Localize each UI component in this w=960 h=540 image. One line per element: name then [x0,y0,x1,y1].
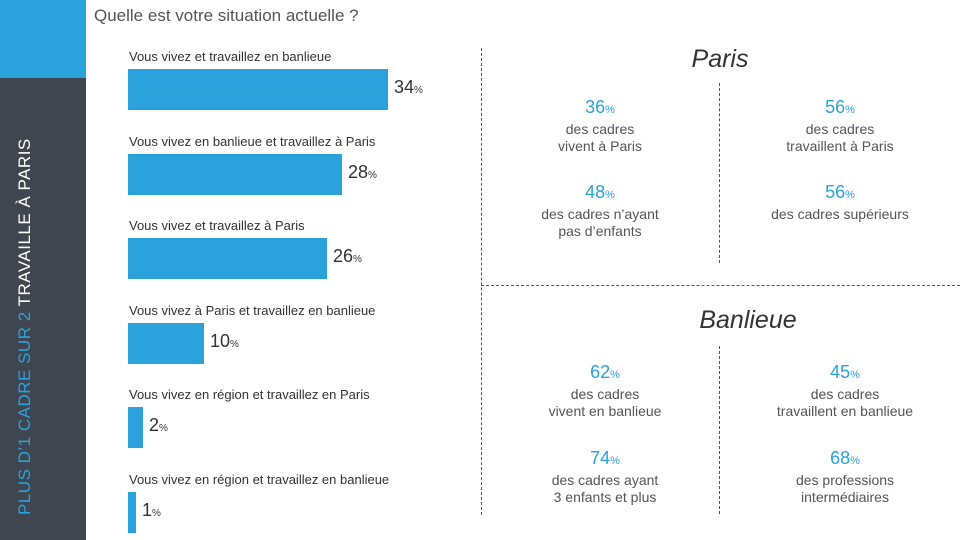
stat-value: 48% [510,181,690,206]
bar-value-label: 1% [142,500,161,520]
stat-number: 74 [590,448,611,468]
bar-label: Vous vivez à Paris et travaillez en banl… [129,303,376,318]
bar-value-label: 2% [149,415,168,435]
stat-text: des professions intermédiaires [795,472,895,505]
bar [128,492,136,533]
banlieue-column-divider [719,346,720,514]
stat-banlieue-4: 68% des professions intermédiaires [755,447,935,506]
stat-banlieue-3: 74% des cadres ayant 3 enfants et plus [520,447,690,506]
bar [128,323,204,364]
sidebar-accent-block [0,0,86,78]
stat-unit: % [610,455,620,467]
bar-value-label: 34% [394,77,423,97]
chart-divider [481,48,482,515]
stat-unit: % [605,189,615,201]
stat-unit: % [850,369,860,381]
stat-value: 62% [520,361,690,386]
stat-value: 36% [520,96,680,121]
stat-value: 45% [750,361,940,386]
sidebar-headline-text: TRAVAILLE À PARIS [15,138,34,307]
stat-text: des cadres travaillent en banlieue [776,386,914,419]
stat-value: 74% [520,447,690,472]
bar-label: Vous vivez et travaillez en banlieue [129,49,332,64]
paris-column-divider [719,83,720,263]
bar [128,238,327,279]
bar-label: Vous vivez et travaillez à Paris [129,218,305,233]
bar-value-label: 10% [210,331,239,351]
bar [128,154,342,195]
stat-paris-2: 56% des cadres travaillent à Paris [750,96,930,155]
panel-title-banlieue: Banlieue [699,306,797,334]
stat-text: des cadres vivent à Paris [557,121,643,154]
stat-number: 56 [825,182,846,202]
stat-number: 36 [585,97,606,117]
stat-paris-1: 36% des cadres vivent à Paris [520,96,680,155]
survey-question: Quelle est votre situation actuelle ? [94,6,359,25]
bar-value-label: 28% [348,162,377,182]
stat-text: des cadres supérieurs [771,206,909,222]
stat-text: des cadres n’ayant pas d’enfants [541,206,659,239]
stat-value: 56% [750,96,930,121]
stat-number: 48 [585,182,606,202]
stat-unit: % [610,369,620,381]
stat-banlieue-2: 45% des cadres travaillent en banlieue [750,361,940,420]
bar [128,407,143,448]
stat-number: 56 [825,97,846,117]
stat-unit: % [850,455,860,467]
bar-label: Vous vivez en banlieue et travaillez à P… [129,134,376,149]
stat-paris-3: 48% des cadres n’ayant pas d’enfants [510,181,690,240]
stat-number: 62 [590,362,611,382]
sidebar [0,78,86,540]
stat-unit: % [605,104,615,116]
sidebar-headline: PLUS D’1 CADRE SUR 2 TRAVAILLE À PARIS [14,95,35,515]
stat-banlieue-1: 62% des cadres vivent en banlieue [520,361,690,420]
stat-text: des cadres ayant 3 enfants et plus [551,472,659,505]
bar-value-label: 26% [333,246,362,266]
stat-unit: % [845,104,855,116]
stat-number: 45 [830,362,851,382]
stat-number: 68 [830,448,851,468]
stat-text: des cadres vivent en banlieue [548,386,662,419]
bar-label: Vous vivez en région et travaillez en ba… [129,472,390,487]
stat-text: des cadres travaillent à Paris [786,121,894,154]
stat-paris-4: 56% des cadres supérieurs [750,181,930,223]
stat-value: 56% [750,181,930,206]
bar [128,69,388,110]
stat-value: 68% [755,447,935,472]
bar-label: Vous vivez en région et travaillez en Pa… [129,387,370,402]
sidebar-headline-accent: PLUS D’1 CADRE SUR 2 [15,311,34,515]
panel-title-paris: Paris [691,45,749,73]
stat-unit: % [845,189,855,201]
region-divider [481,285,960,286]
